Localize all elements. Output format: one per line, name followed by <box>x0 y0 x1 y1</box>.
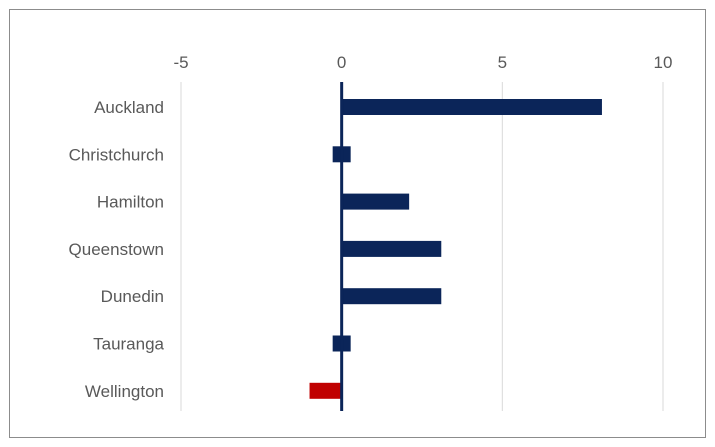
category-label-wellington: Wellington <box>85 382 164 401</box>
category-label-hamilton: Hamilton <box>97 193 164 212</box>
bar-dunedin <box>341 288 442 305</box>
chart-frame <box>9 9 706 438</box>
category-label-auckland: Auckland <box>94 98 164 117</box>
x-tick-labels: -5 0 5 10 <box>173 53 672 72</box>
category-labels: Auckland Christchurch Hamilton Queenstown Du… <box>69 98 165 401</box>
bars <box>309 99 602 399</box>
bar-queenstown <box>341 240 442 257</box>
bar-wellington <box>309 382 342 399</box>
category-label-dunedin: Dunedin <box>101 287 164 306</box>
grid-layer <box>180 82 664 411</box>
category-label-christchurch: Christchurch <box>69 145 164 164</box>
x-tick-label: -5 <box>173 53 188 72</box>
x-tick-label: 10 <box>654 53 673 72</box>
x-tick-label: 0 <box>337 53 346 72</box>
bar-hamilton <box>341 193 410 210</box>
bar-auckland <box>341 99 602 115</box>
category-label-queenstown: Queenstown <box>69 240 164 259</box>
category-label-tauranga: Tauranga <box>93 335 164 354</box>
x-tick-label: 5 <box>498 53 507 72</box>
